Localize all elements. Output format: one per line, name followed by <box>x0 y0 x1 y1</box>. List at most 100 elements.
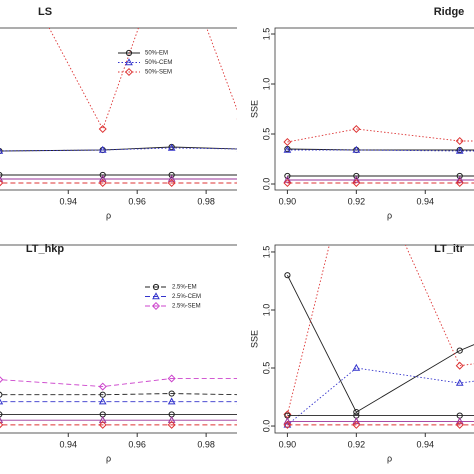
plot-area <box>0 28 243 188</box>
x-axis-label: ρ <box>387 453 392 463</box>
point <box>352 178 361 188</box>
point <box>238 172 243 177</box>
legend-marker <box>151 301 161 311</box>
point <box>167 174 176 182</box>
point <box>168 390 175 397</box>
point <box>0 179 4 187</box>
series-line <box>287 128 474 143</box>
point <box>455 361 464 370</box>
plot-box <box>0 244 237 434</box>
plot-box <box>274 27 474 191</box>
point <box>167 374 176 383</box>
panel-title: LT_itr <box>434 243 464 255</box>
point <box>455 378 464 386</box>
series-line <box>0 147 237 152</box>
series-line <box>287 274 474 413</box>
point <box>455 146 464 154</box>
panel: LT_itr 0.90 0.92 0.94 ρ 0.0 0.5 1.0 1.5 SSE <box>249 243 474 463</box>
point <box>0 417 4 423</box>
panel-title: LT_hkp <box>26 243 65 255</box>
x-axis-label: ρ <box>106 453 111 463</box>
plot-box <box>0 27 237 191</box>
point <box>283 178 292 188</box>
point <box>0 147 3 155</box>
y-tick-label: 1.5 <box>261 246 271 259</box>
point <box>167 397 176 405</box>
point <box>0 421 4 429</box>
point <box>236 378 237 379</box>
point <box>99 171 106 179</box>
point <box>0 391 3 398</box>
point <box>353 172 360 180</box>
point <box>168 171 175 179</box>
point <box>0 147 4 154</box>
panel: LS 0.94 0.96 0.98 ρ 50%-EM 50%-CEM 50%-SEM <box>0 6 243 220</box>
legend-label: 50%-SEM <box>145 70 172 76</box>
point <box>238 392 243 397</box>
point <box>283 417 292 425</box>
legend-label: 50%-EM <box>145 51 168 57</box>
legend-label: 2.5%-EM <box>172 285 197 291</box>
point <box>236 403 237 405</box>
panel-title: LS <box>38 6 52 18</box>
point <box>236 424 237 426</box>
series-line <box>286 245 474 415</box>
point <box>352 363 361 371</box>
point <box>283 137 292 147</box>
point <box>167 420 176 429</box>
point <box>456 172 463 180</box>
legend-marker <box>125 49 133 57</box>
point <box>0 411 3 418</box>
legend-marker <box>124 67 134 77</box>
point <box>98 174 107 182</box>
point <box>455 178 464 188</box>
point <box>236 181 237 182</box>
panel: LT_hkp 0.94 0.96 0.98 ρ 2.5%-EM 2.5%-CEM 2.5%-S… <box>0 243 243 463</box>
point <box>352 417 361 425</box>
series-line <box>0 378 237 388</box>
point <box>0 171 3 179</box>
panel: Ridge 0.90 0.92 0.94 ρ 0.0 0.5 1.0 1.5 SSE <box>249 6 474 220</box>
point <box>352 420 361 429</box>
series-line <box>48 28 237 131</box>
panel-title: Ridge <box>434 6 465 18</box>
x-tick-label: 0.92 <box>348 439 366 449</box>
point <box>238 412 243 417</box>
point <box>352 175 361 183</box>
point <box>283 420 292 428</box>
x-tick-label: 0.96 <box>128 439 146 449</box>
point <box>455 420 464 429</box>
x-axis-label: ρ <box>106 210 111 220</box>
point <box>284 172 291 180</box>
point <box>0 376 4 383</box>
plot-box <box>274 244 474 434</box>
plot-area <box>283 124 474 188</box>
y-tick-label: 1.0 <box>261 78 271 91</box>
point <box>98 382 107 391</box>
y-tick-label: 0.5 <box>261 362 271 375</box>
point <box>0 175 4 182</box>
x-axis-label: ρ <box>387 210 392 220</box>
point <box>98 124 107 134</box>
x-tick-label: 0.90 <box>279 439 297 449</box>
point <box>98 145 107 153</box>
series-line <box>0 393 237 396</box>
point <box>352 124 361 134</box>
x-tick-label: 0.98 <box>197 196 215 206</box>
point <box>352 145 361 153</box>
legend-marker <box>152 292 160 300</box>
x-tick-label: 0.98 <box>197 439 215 449</box>
legend-marker <box>125 58 133 66</box>
point <box>283 145 292 153</box>
legend-label: 2.5%-CEM <box>172 294 201 300</box>
series-line <box>287 149 474 152</box>
x-tick-label: 0.94 <box>417 196 435 206</box>
plot-area <box>0 374 243 429</box>
point <box>99 391 106 398</box>
x-tick-label: 0.94 <box>60 196 78 206</box>
y-axis-label: SSE <box>249 330 259 348</box>
point <box>238 146 243 151</box>
y-tick-label: 0.0 <box>261 178 271 191</box>
point <box>98 178 107 188</box>
